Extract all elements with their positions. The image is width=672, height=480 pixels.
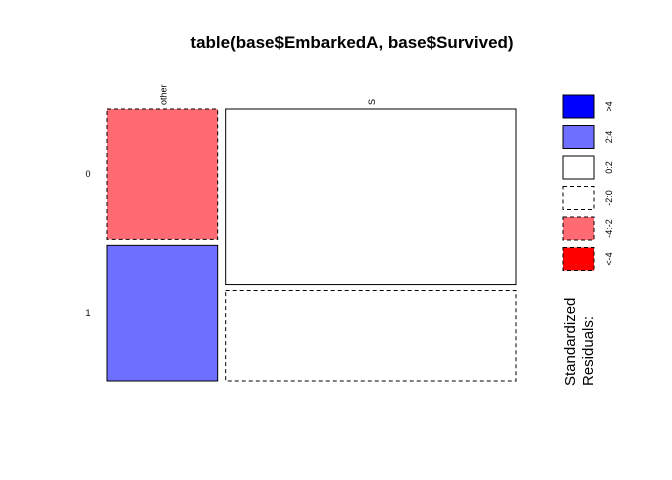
legend-label: <-4 xyxy=(604,252,614,265)
row-label-1: 1 xyxy=(85,308,90,318)
legend-swatch xyxy=(562,94,595,119)
legend-swatch xyxy=(562,125,595,149)
legend-label: 0:2 xyxy=(604,161,614,174)
legend-label: 2:4 xyxy=(604,131,614,144)
mosaic-cell-other-1 xyxy=(106,244,219,382)
legend-title-line: Standardized xyxy=(562,298,579,386)
legend: >4 2:4 0:2 -2:0 -4:-2 <-4 Standardized Residual… xyxy=(562,94,614,386)
mosaic-cell-s-0 xyxy=(225,108,517,286)
legend-title-line: Residuals: xyxy=(580,316,597,386)
column-label-other: other xyxy=(158,84,168,105)
column-label-s: S xyxy=(367,99,377,105)
legend-label: -2:0 xyxy=(604,190,614,206)
legend-swatch xyxy=(562,155,595,180)
legend-swatch xyxy=(562,247,595,271)
mosaic-cell-s-1 xyxy=(225,290,517,382)
row-label-0: 0 xyxy=(85,169,90,179)
legend-label: >4 xyxy=(604,101,614,111)
mosaic-plot-area: other S 0 1 xyxy=(85,84,517,382)
legend-swatch xyxy=(562,216,595,241)
chart-title: table(base$EmbarkedA, base$Survived) xyxy=(190,33,513,52)
legend-swatch xyxy=(562,186,595,210)
mosaic-cell-other-0 xyxy=(106,108,219,240)
legend-label: -4:-2 xyxy=(604,219,614,238)
